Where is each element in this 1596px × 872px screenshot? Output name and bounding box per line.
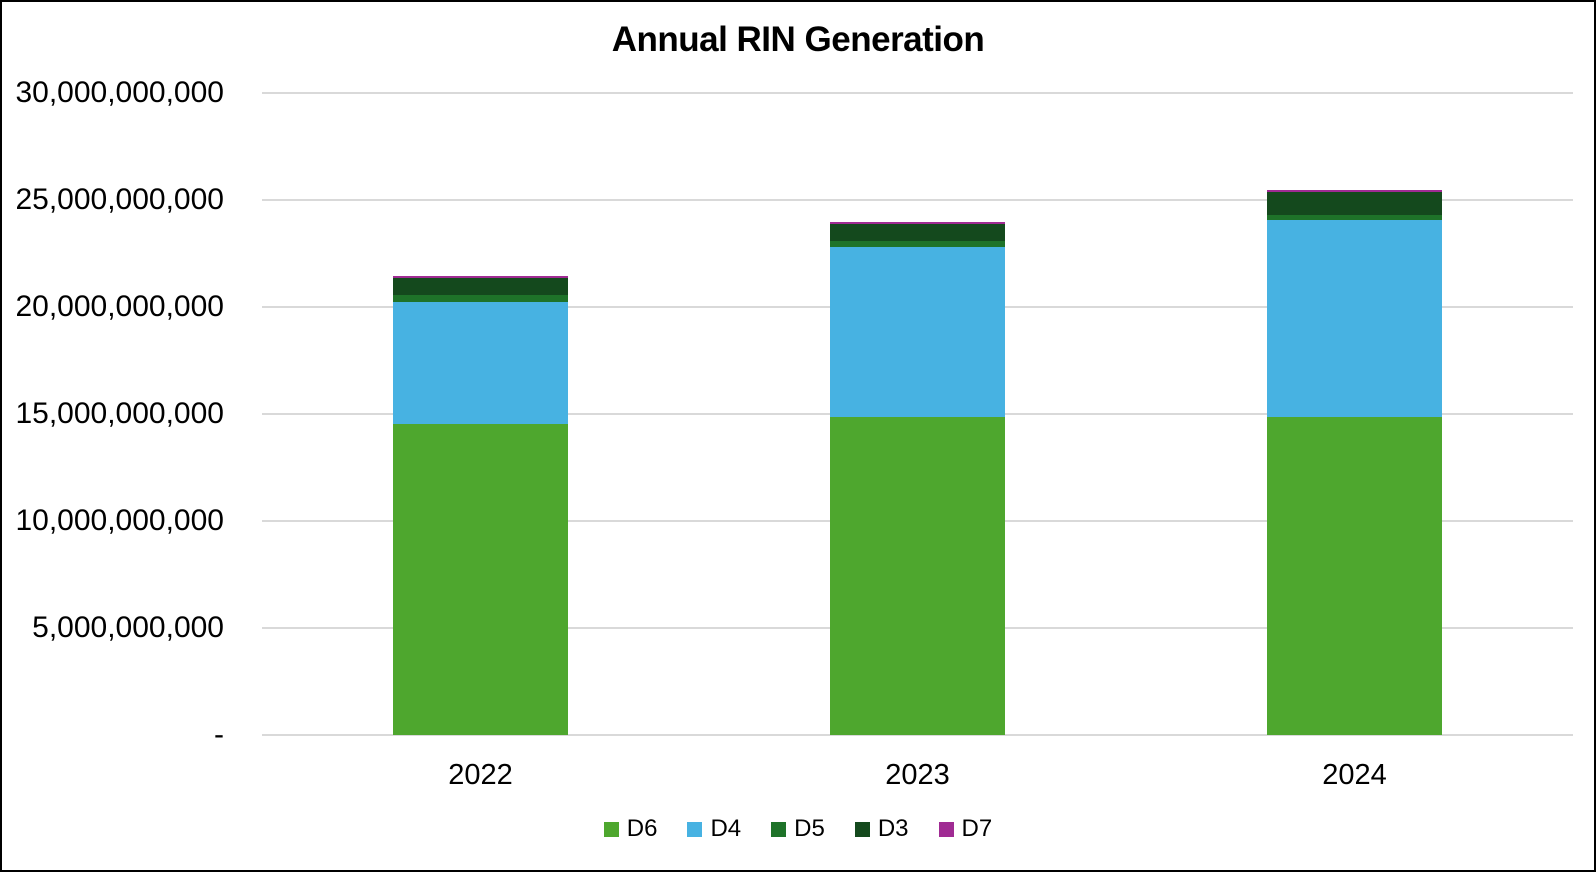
y-axis-tick-label: 10,000,000,000 (15, 504, 224, 537)
bar-segment-d3-2024[interactable] (1267, 191, 1442, 216)
y-axis-tick-label: - (214, 718, 224, 751)
legend-swatch-d3 (854, 821, 870, 837)
bar-segment-d7-2022[interactable] (393, 276, 568, 279)
legend-item-d4[interactable]: D4 (687, 817, 741, 841)
legend-label-d4: D4 (710, 815, 742, 842)
legend-label-d7: D7 (961, 815, 993, 842)
bar-segment-d3-2022[interactable] (393, 278, 568, 296)
legend-swatch-d5 (771, 821, 787, 837)
legend-item-d7[interactable]: D7 (938, 815, 993, 842)
legend-label-d6: D6 (626, 815, 658, 842)
bar-segment-d6-2022[interactable] (393, 423, 568, 735)
bar-segment-d4-2022[interactable] (393, 301, 568, 424)
y-axis-tick-label: 25,000,000,000 (15, 183, 224, 216)
legend-label-d5: D5 (794, 815, 825, 842)
bar-segment-d4-2024[interactable] (1267, 220, 1442, 418)
y-axis-tick-label: 15,000,000,000 (15, 397, 224, 430)
y-axis-tick-label: 30,000,000,000 (15, 76, 224, 109)
legend-item-d6[interactable]: D6 (603, 815, 658, 842)
bar-segment-d5-2022[interactable] (393, 295, 568, 302)
bar-segment-d4-2023[interactable] (830, 247, 1005, 418)
legend-swatch-d6 (603, 821, 619, 837)
bar-segment-d5-2023[interactable] (830, 241, 1005, 248)
legend-label-d3: D3 (877, 815, 909, 842)
bar-segment-d7-2024[interactable] (1267, 189, 1442, 192)
legend-item-d5[interactable]: D5 (771, 817, 825, 841)
bar-segment-d6-2024[interactable] (1267, 417, 1442, 735)
gridline (262, 734, 1573, 736)
legend-swatch-d4 (687, 821, 703, 837)
bar-segment-d5-2024[interactable] (1267, 215, 1442, 221)
y-axis-tick-label: 5,000,000,000 (32, 611, 224, 644)
x-axis-tick-label: 2022 (448, 759, 513, 791)
x-axis-tick-label: 2024 (1322, 759, 1387, 791)
legend-item-d3[interactable]: D3 (854, 815, 909, 842)
bar-segment-d7-2023[interactable] (830, 221, 1005, 224)
gridline (262, 199, 1573, 201)
gridline (262, 92, 1573, 94)
y-axis-tick-label: 20,000,000,000 (15, 290, 224, 323)
x-axis-tick-label: 2023 (885, 759, 950, 791)
chart-title: Annual RIN Generation (611, 20, 985, 59)
bar-segment-d6-2023[interactable] (830, 417, 1005, 735)
bar-segment-d3-2023[interactable] (830, 223, 1005, 242)
chart-legend: D6 D4 D5 D3 D7 (2, 817, 1594, 841)
legend-swatch-d7 (938, 821, 954, 837)
